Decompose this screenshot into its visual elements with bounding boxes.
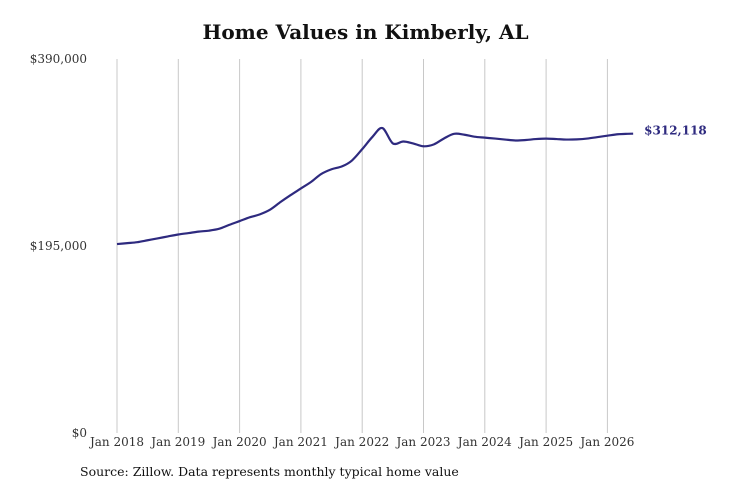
chart-title: Home Values in Kimberly, AL [202, 20, 529, 44]
x-tick-label: Jan 2023 [394, 435, 450, 449]
series-layer: $312,118 [116, 124, 707, 246]
series-line-home-value [116, 126, 634, 246]
x-tick-label: Jan 2025 [517, 435, 573, 449]
x-tick-label: Jan 2022 [333, 435, 389, 449]
x-tick-label: Jan 2019 [149, 435, 205, 449]
gridlines [116, 59, 608, 433]
y-tick-label: $390,000 [30, 52, 87, 66]
x-tick-label: Jan 2026 [578, 435, 634, 449]
x-tick-label: Jan 2018 [88, 435, 144, 449]
x-tick-label: Jan 2020 [211, 435, 267, 449]
y-tick-label: $195,000 [30, 239, 87, 253]
end-value-label: $312,118 [644, 124, 707, 138]
source-note: Source: Zillow. Data represents monthly … [80, 464, 459, 479]
y-tick-label: $0 [72, 426, 87, 440]
x-tick-label: Jan 2021 [272, 435, 328, 449]
axis-labels: Jan 2018 Jan 2019 Jan 2020 Jan 2021 Jan 2022… [30, 52, 635, 449]
x-tick-label: Jan 2024 [456, 435, 512, 449]
